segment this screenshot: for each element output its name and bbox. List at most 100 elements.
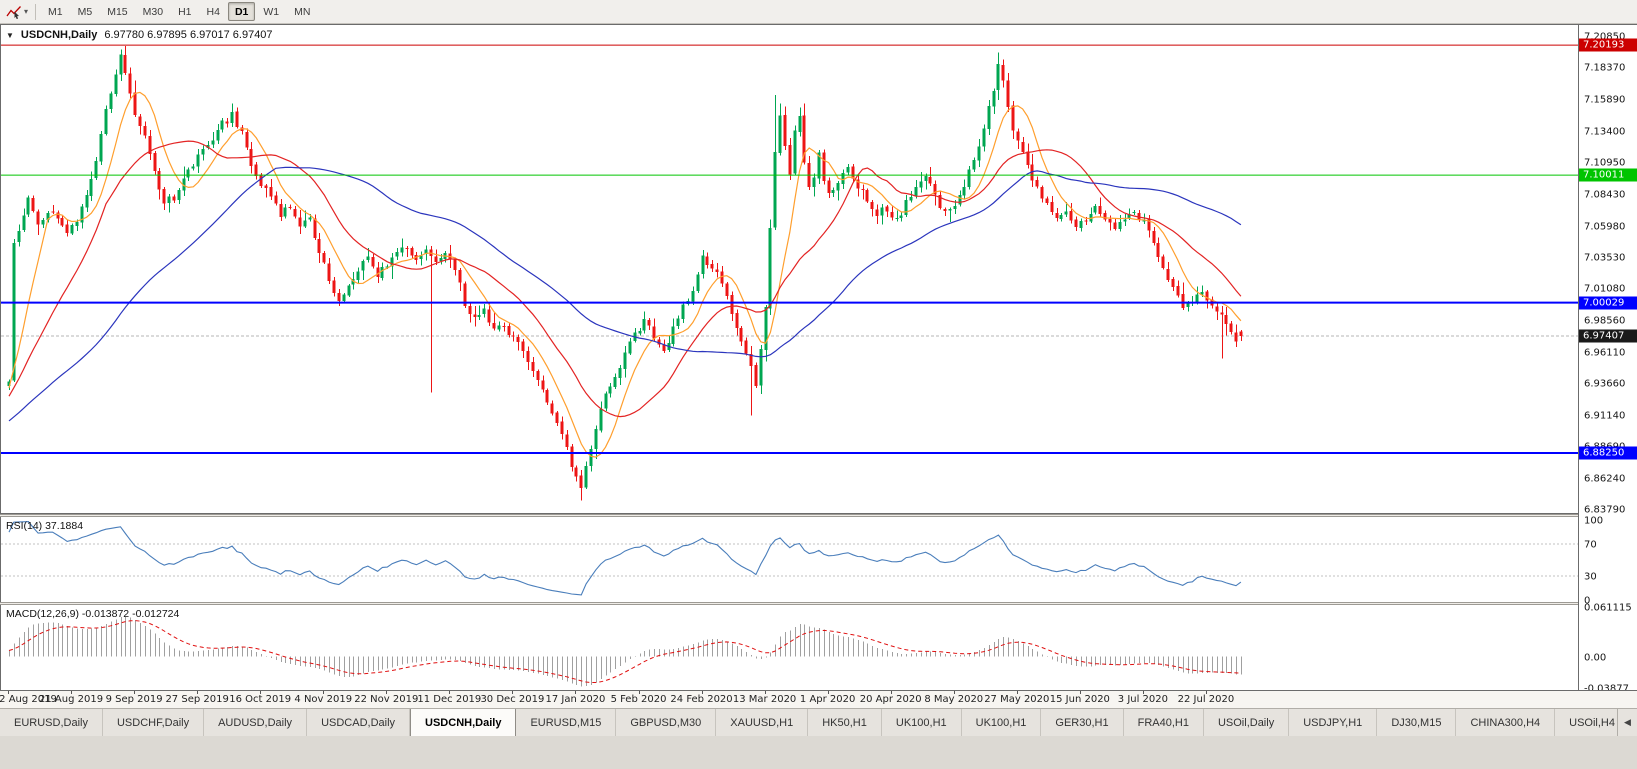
time-axis-tick (386, 691, 387, 694)
chart-tab-ger30-h1[interactable]: GER30,H1 (1041, 709, 1124, 736)
rsi-title: RSI(14) 37.1884 (6, 520, 84, 532)
chart-tab-fra40-h1[interactable]: FRA40,H1 (1124, 709, 1204, 736)
chart-tab-eurusd-m15[interactable]: EURUSD,M15 (516, 709, 617, 736)
macd-canvas[interactable] (1, 605, 1578, 690)
time-axis-label: 22 Nov 2019 (354, 694, 419, 705)
time-axis-tick (639, 691, 640, 694)
timeframe-button-d1[interactable]: D1 (227, 2, 256, 21)
chart-tab-usdcnh-daily[interactable]: USDCNH,Daily (410, 709, 517, 736)
timeframe-button-m30[interactable]: M30 (142, 5, 164, 18)
macd-axis-label: 0.061115 (1584, 602, 1632, 614)
time-axis-label: 3 Jul 2020 (1117, 694, 1169, 705)
chart-tab-dj30-m15[interactable]: DJ30,M15 (1377, 709, 1457, 736)
price-axis-label: 7.15890 (1584, 94, 1626, 106)
macd-axis-label: 0.00 (1584, 652, 1607, 664)
main-chart-canvas[interactable] (1, 25, 1578, 514)
chevron-down-icon[interactable]: ▾ (24, 7, 29, 16)
price-axis-label: 6.83790 (1584, 504, 1626, 516)
chart-tab-gbpusd-m30[interactable]: GBPUSD,M30 (616, 709, 717, 736)
price-axis-label: 7.01080 (1584, 283, 1626, 295)
timeframe-button-m5[interactable]: M5 (77, 5, 93, 18)
chart-tabs: EURUSD,Daily USDCHF,Daily AUDUSD,Daily USDC… (0, 709, 1630, 736)
status-bar (0, 736, 1637, 769)
time-axis-tick (134, 691, 135, 694)
price-axis-label: 7.05980 (1584, 221, 1626, 233)
time-axis-label: 13 Mar 2020 (732, 694, 797, 705)
toolbar-separator (35, 3, 37, 20)
current-price-tag: 6.97407 (1579, 329, 1637, 343)
time-axis-tick (260, 691, 261, 694)
time-axis-label: 2 Aug 2019 (0, 694, 57, 705)
ma-line (8, 166, 1242, 422)
chart-tab-audusd-daily[interactable]: AUDUSD,Daily (204, 709, 308, 736)
time-axis-label: 20 Apr 2020 (859, 694, 922, 705)
chart-menu-arrow-icon[interactable]: ▼ (6, 30, 14, 40)
price-line-tag: 7.10011 (1579, 168, 1637, 182)
time-axis-label: 21 Aug 2019 (39, 694, 104, 705)
time-axis-tick (891, 691, 892, 694)
panel-resize-handle-rsi[interactable] (0, 514, 1637, 517)
time-axis-tick (1143, 691, 1144, 694)
chart-symbol-label: USDCNH,Daily (20, 29, 98, 41)
price-axis-label: 6.93660 (1584, 378, 1626, 390)
time-axis-label: 17 Jan 2020 (545, 694, 606, 705)
time-axis-label: 9 Sep 2019 (105, 694, 163, 705)
chart-tab-uk100-h1[interactable]: UK100,H1 (882, 709, 962, 736)
rsi-panel[interactable]: RSI(14) 37.1884 (0, 517, 1578, 602)
timeframe-toolbar: ▾ M1 M5 M15 M30 H1 H4 D1 W1 MN (0, 0, 1637, 24)
timeframe-button-mn[interactable]: MN (294, 5, 311, 18)
chart-tab-hk50-h1[interactable]: HK50,H1 (808, 709, 882, 736)
chart-tab-usdcad-daily[interactable]: USDCAD,Daily (307, 709, 411, 736)
panel-resize-handle-macd[interactable] (0, 602, 1637, 605)
price-axis-label: 6.86240 (1584, 473, 1626, 485)
time-axis-tick (71, 691, 72, 694)
price-axis-label: 7.20850 (1584, 31, 1626, 43)
time-axis-tick (575, 691, 576, 694)
macd-axis-label: -0.03877 (1584, 683, 1629, 691)
time-axis-label: 22 Jul 2020 (1177, 694, 1235, 705)
time-axis[interactable]: 2 Aug 2019 21 Aug 2019 9 Sep 2019 27 Sep 20… (0, 690, 1637, 708)
time-axis-tick (954, 691, 955, 694)
macd-signal-line (8, 620, 1241, 683)
timeframe-button-m15[interactable]: M15 (107, 5, 128, 18)
timeframe-button-m1[interactable]: M1 (48, 5, 63, 18)
tab-scroll-left-button[interactable]: ◀ (1617, 708, 1637, 736)
time-axis-tick (512, 691, 513, 694)
rsi-axis-label: 100 (1584, 515, 1604, 527)
time-axis-label: 27 May 2020 (984, 694, 1050, 705)
time-axis-tick (828, 691, 829, 694)
chart-tab-usdchf-daily[interactable]: USDCHF,Daily (103, 709, 205, 736)
candles (7, 46, 1243, 501)
rsi-axis-label: 30 (1584, 571, 1597, 583)
chart-tab-usoil-daily[interactable]: USOil,Daily (1204, 709, 1290, 736)
rsi-axis-label: 0 (1584, 595, 1591, 607)
price-axis-label: 7.18370 (1584, 62, 1626, 74)
time-axis-tick (8, 691, 9, 694)
timeframe-button-h1[interactable]: H1 (178, 5, 192, 18)
chart-tab-uk100-h1[interactable]: UK100,H1 (962, 709, 1042, 736)
timeframe-button-w1[interactable]: W1 (263, 5, 280, 18)
time-axis-tick (765, 691, 766, 694)
time-axis-label: 16 Oct 2019 (229, 694, 292, 705)
ma-line (8, 91, 1242, 458)
time-axis-label: 4 Nov 2019 (294, 694, 353, 705)
time-axis-tick (1017, 691, 1018, 694)
rsi-canvas[interactable] (1, 517, 1578, 602)
macd-panel[interactable]: MACD(12,26,9) -0.013872 -0.012724 (0, 605, 1578, 690)
time-axis-tick (1080, 691, 1081, 694)
main-chart-panel[interactable]: ▼ USDCNH,Daily 6.97780 6.97895 6.97017 6… (0, 24, 1578, 514)
chart-tab-usdjpy-h1[interactable]: USDJPY,H1 (1289, 709, 1378, 736)
chart-cursor-icon[interactable] (4, 3, 24, 21)
chart-tab-china300-h4[interactable]: CHINA300,H4 (1456, 709, 1556, 736)
time-axis-label: 24 Feb 2020 (670, 694, 733, 705)
price-scale[interactable]: 7.20850 7.18370 7.15890 7.13400 7.10950 7.084… (1578, 24, 1637, 690)
timeframe-buttons: M1 M5 M15 M30 H1 H4 D1 W1 MN (41, 2, 317, 21)
timeframe-button-h4[interactable]: H4 (206, 5, 220, 18)
chart-tab-xauusd-h1[interactable]: XAUUSD,H1 (716, 709, 809, 736)
time-axis-tick (197, 691, 198, 694)
time-axis-tick (449, 691, 450, 694)
time-axis-label: 27 Sep 2019 (165, 694, 229, 705)
time-axis-label: 5 Feb 2020 (610, 694, 667, 705)
ma-line (8, 140, 1242, 418)
chart-tab-eurusd-daily[interactable]: EURUSD,Daily (0, 709, 103, 736)
